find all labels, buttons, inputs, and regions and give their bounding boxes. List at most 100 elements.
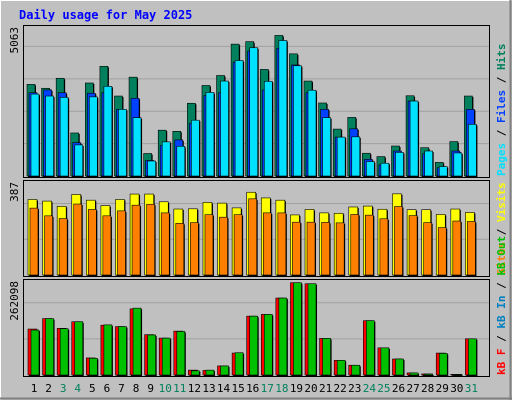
x-tick-label: 4 [74, 382, 81, 395]
x-tick-label: 24 [363, 382, 377, 395]
pages-bar [220, 80, 229, 177]
x-tick-label: 2 [45, 382, 52, 395]
x-tick-label: 6 [104, 382, 111, 395]
pages-bar [307, 89, 317, 177]
x-tick-label: 15 [231, 382, 244, 395]
chart-title: Daily usage for May 2025 [19, 8, 192, 22]
kb-out-bar [395, 358, 404, 376]
sites-bar [467, 221, 476, 276]
kb-out-bar [336, 360, 346, 376]
pages-bar [89, 96, 98, 177]
sites-bar [44, 215, 53, 276]
sites-bar [437, 227, 447, 276]
kb-out-bar [366, 320, 375, 376]
kb-out-bar [263, 314, 273, 376]
kb-out-bar [161, 337, 171, 376]
kb-out-bar [322, 338, 331, 376]
sites-bar [102, 215, 112, 276]
x-tick-label: 17 [261, 382, 274, 395]
sites-bar [58, 218, 68, 276]
x-tick-label: 12 [188, 382, 201, 395]
pages-bar [176, 145, 186, 177]
sites-bar [379, 218, 389, 276]
legend-label: Sites [495, 242, 508, 275]
sites-bar [131, 204, 141, 276]
kb-out-bar [468, 338, 477, 376]
sites-bar [321, 222, 330, 276]
legend-separator: / [495, 276, 508, 296]
x-tick-label: 8 [133, 382, 140, 395]
pages-bar [30, 93, 40, 177]
pages-bar [424, 150, 433, 177]
kb-out-bar [30, 329, 40, 376]
pages-bar [249, 47, 258, 177]
x-tick-label: 9 [147, 382, 154, 395]
sites-bar [408, 215, 418, 276]
sites-bar [219, 216, 228, 276]
sites-bar [73, 203, 83, 276]
pages-bar [366, 161, 375, 177]
sites-bar [160, 212, 170, 276]
legend-top-text: Pages / Files / Hits [495, 44, 508, 177]
pages-bar [293, 65, 302, 177]
x-tick-label: 21 [319, 382, 332, 395]
kb-out-bar [424, 373, 433, 376]
kb-out-bar [453, 374, 463, 376]
x-tick-label: 22 [334, 382, 347, 395]
legend-bottom-text: kB F / kB In / kB Out [495, 236, 508, 375]
x-tick-label: 25 [377, 382, 390, 395]
kb-out-bar [409, 372, 419, 376]
pages-bar [438, 166, 448, 177]
x-tick-label: 1 [31, 382, 38, 395]
sites-bar [423, 222, 432, 276]
kb-out-bar [191, 370, 200, 376]
kb-out-bar [118, 326, 127, 376]
sites-bar [350, 214, 360, 276]
x-tick-label: 19 [290, 382, 303, 395]
pages-bar [45, 95, 54, 177]
sites-bar [233, 214, 243, 276]
x-tick-label: 30 [450, 382, 463, 395]
pages-bar [103, 86, 113, 177]
legend-separator: / [495, 70, 508, 90]
x-tick-label: 23 [348, 382, 361, 395]
sites-bar [365, 214, 374, 276]
sites-bar [29, 207, 39, 276]
bars [26, 35, 478, 376]
x-tick-label: 7 [118, 382, 125, 395]
pages-bar [59, 97, 69, 177]
pages-bar [191, 119, 200, 177]
legend-bottom: kB F / kB In / kB Out [495, 236, 508, 375]
pages-bar [395, 152, 404, 177]
x-tick-label: 13 [202, 382, 215, 395]
x-tick-label: 27 [406, 382, 419, 395]
legend-mid: Sites / Visits [495, 182, 508, 275]
legend-top: Pages / Files / Hits [495, 44, 508, 177]
kb-out-bar [89, 357, 98, 376]
pages-bar [205, 92, 215, 177]
kb-out-bar [234, 352, 244, 376]
kb-out-bar [380, 347, 390, 376]
kb-out-bar-shadow [454, 375, 463, 376]
kb-out-bar-shadow [425, 374, 434, 376]
pages-bar [278, 40, 288, 177]
pages-bar [132, 117, 142, 177]
pages-bar [409, 100, 419, 177]
kb-out-bar [293, 282, 302, 376]
kb-out-bar [307, 283, 317, 376]
sites-bar [146, 203, 155, 276]
ymax-label-bottom: 262098 [8, 281, 21, 321]
x-tick-label: 3 [60, 382, 67, 395]
pages-bar [336, 136, 346, 177]
kb-out-bar [205, 369, 215, 376]
kb-out-bar [74, 321, 84, 376]
kb-out-bar [147, 334, 156, 376]
pages-bar [351, 136, 361, 177]
sites-bar [117, 210, 126, 276]
sites-bar [277, 212, 287, 276]
kb-out-bar [132, 307, 142, 376]
x-tick-label: 10 [159, 382, 172, 395]
legend-mid-text: Sites / Visits [495, 182, 508, 275]
sites-bar [262, 212, 272, 276]
